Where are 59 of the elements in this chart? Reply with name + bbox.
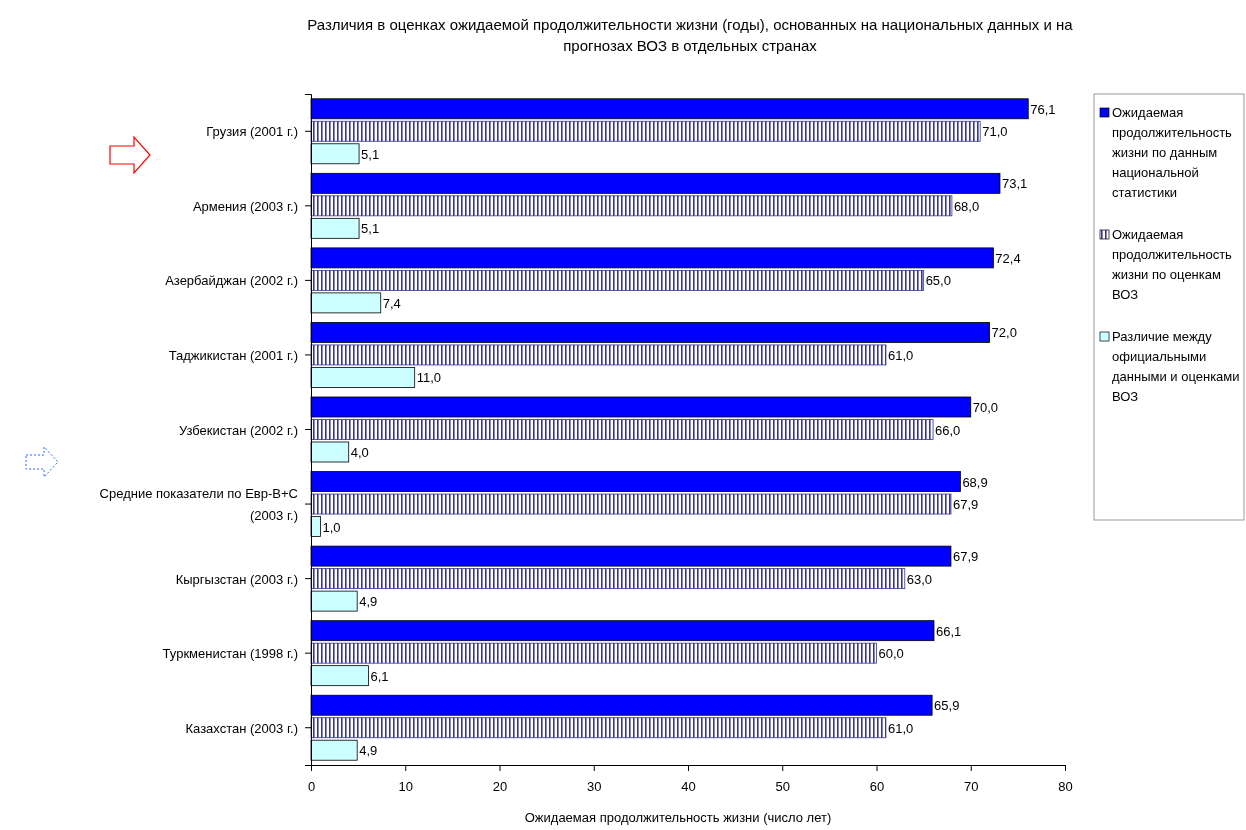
x-axis-title: Ожидаемая продолжительность жизни (число лет) <box>524 810 832 825</box>
x-tick-label: 40 <box>681 778 696 794</box>
x-tick-label: 60 <box>869 778 885 794</box>
y-tick-label: Армения (2003 г.) <box>192 198 298 214</box>
data-label: 70,0 <box>972 400 999 415</box>
data-label: 4,9 <box>359 743 378 759</box>
bar <box>310 120 981 142</box>
bar <box>310 269 925 291</box>
data-label: 73,1 <box>1001 176 1028 192</box>
y-tick-label: Азербайджан (2002 г.) <box>165 273 298 289</box>
data-label: 72,4 <box>995 250 1021 266</box>
legend-label: Различие между официальными данными и оценками ВОЗ <box>1112 329 1240 404</box>
bar <box>310 568 906 590</box>
y-tick-label: Узбекистан (2002 г.) <box>178 422 298 438</box>
bar <box>310 642 877 664</box>
bar <box>310 717 887 739</box>
data-label: 5,1 <box>361 146 380 162</box>
data-label: 66,0 <box>935 422 961 438</box>
data-label: 65,9 <box>934 698 960 714</box>
y-tick-label: Таджикистан (2001 г.) <box>168 347 298 363</box>
data-label: 11,0 <box>416 370 442 386</box>
data-label: 61,0 <box>887 720 914 736</box>
bar <box>310 419 934 440</box>
x-tick-label: 70 <box>964 778 979 794</box>
y-tick-label: Туркменистан (1998 г.) <box>162 646 298 662</box>
data-label: 72,0 <box>991 325 1017 341</box>
x-tick-label: 30 <box>587 778 602 794</box>
data-label: 76,1 <box>1030 101 1056 117</box>
x-tick-label: 0 <box>307 778 316 794</box>
data-label: 67,9 <box>952 549 979 565</box>
data-label: 4,0 <box>350 445 369 460</box>
data-label: 65,0 <box>925 273 951 289</box>
data-label: 60,0 <box>878 646 904 662</box>
data-label: 7,4 <box>382 295 401 311</box>
bar <box>310 344 887 366</box>
data-label: 66,1 <box>935 623 962 639</box>
data-label: 6,1 <box>370 668 389 684</box>
x-tick-label: 80 <box>1058 778 1073 794</box>
y-tick-label: Казахстан (2003 г.) <box>185 720 298 736</box>
bar <box>310 195 953 217</box>
data-label: 63,0 <box>906 571 933 587</box>
y-tick-label: Средние показатели по Евр-В+С (2003 г.) <box>99 486 298 524</box>
legend-label: Ожидаемая продолжительность жизни по данным национальной статистики <box>1112 105 1233 200</box>
legend-label: Ожидаемая продолжительность жизни по оценкам ВОЗ <box>1112 227 1233 302</box>
data-label: 4,9 <box>359 594 378 610</box>
data-label: 68,0 <box>953 198 980 214</box>
y-tick-label: Грузия (2001 г.) <box>206 124 298 140</box>
y-tick-label: Кыргызстан (2003 г.) <box>175 571 298 587</box>
x-tick-label: 20 <box>492 778 508 794</box>
data-label: 68,9 <box>962 474 988 490</box>
data-label: 1,0 <box>322 519 341 535</box>
x-tick-label: 50 <box>775 778 790 794</box>
bar <box>310 493 952 515</box>
chart-title: Различия в оценках ожидаемой продолжительности жизни (годы), основанных на национальных данных и на прогнозах ВОЗ в отдельных странах <box>307 16 1074 54</box>
x-tick-label: 10 <box>398 778 413 794</box>
data-label: 5,1 <box>361 221 380 237</box>
data-label: 71,0 <box>982 124 1008 140</box>
data-label: 61,0 <box>887 347 914 363</box>
data-label: 67,9 <box>952 497 979 513</box>
